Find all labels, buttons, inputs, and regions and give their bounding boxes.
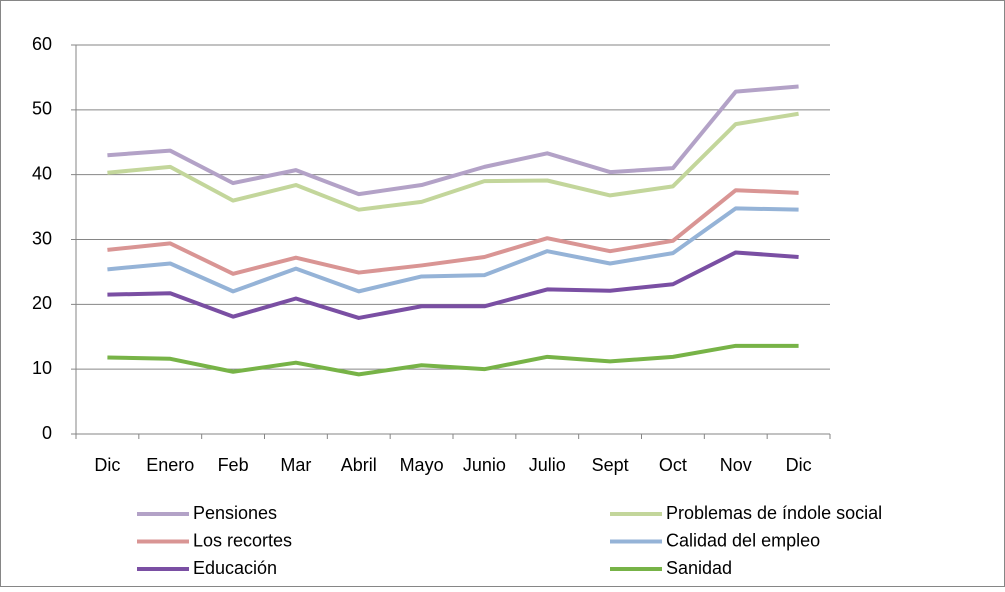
x-tick-label: Dic — [786, 455, 812, 475]
x-tick-label: Oct — [659, 455, 687, 475]
series-line — [107, 343, 799, 377]
series-line — [107, 111, 799, 212]
x-tick-label: Nov — [720, 455, 752, 475]
x-tick-label: Feb — [218, 455, 249, 475]
x-tick-label: Abril — [341, 455, 377, 475]
y-tick-label: 10 — [32, 358, 52, 378]
series-line — [107, 84, 799, 197]
x-tick-label: Julio — [529, 455, 566, 475]
x-tick-label: Dic — [94, 455, 120, 475]
y-tick-label: 0 — [42, 423, 52, 443]
legend-label: Educación — [193, 558, 277, 578]
legend-label: Los recortes — [193, 530, 292, 550]
legend-label: Calidad del empleo — [666, 530, 820, 550]
x-tick-label: Mayo — [400, 455, 444, 475]
legend-label: Problemas de índole social — [666, 503, 882, 523]
series-line — [107, 250, 799, 320]
y-tick-label: 20 — [32, 293, 52, 313]
x-tick-label: Mar — [280, 455, 311, 475]
legend-label: Pensiones — [193, 503, 277, 523]
y-tick-label: 40 — [32, 163, 52, 183]
x-tick-label: Enero — [146, 455, 194, 475]
y-tick-label: 60 — [32, 34, 52, 54]
series-line — [107, 206, 799, 294]
y-tick-label: 30 — [32, 228, 52, 248]
x-tick-label: Sept — [592, 455, 629, 475]
series-line — [107, 188, 799, 276]
x-tick-label: Junio — [463, 455, 506, 475]
legend-label: Sanidad — [666, 558, 732, 578]
y-tick-label: 50 — [32, 99, 52, 119]
